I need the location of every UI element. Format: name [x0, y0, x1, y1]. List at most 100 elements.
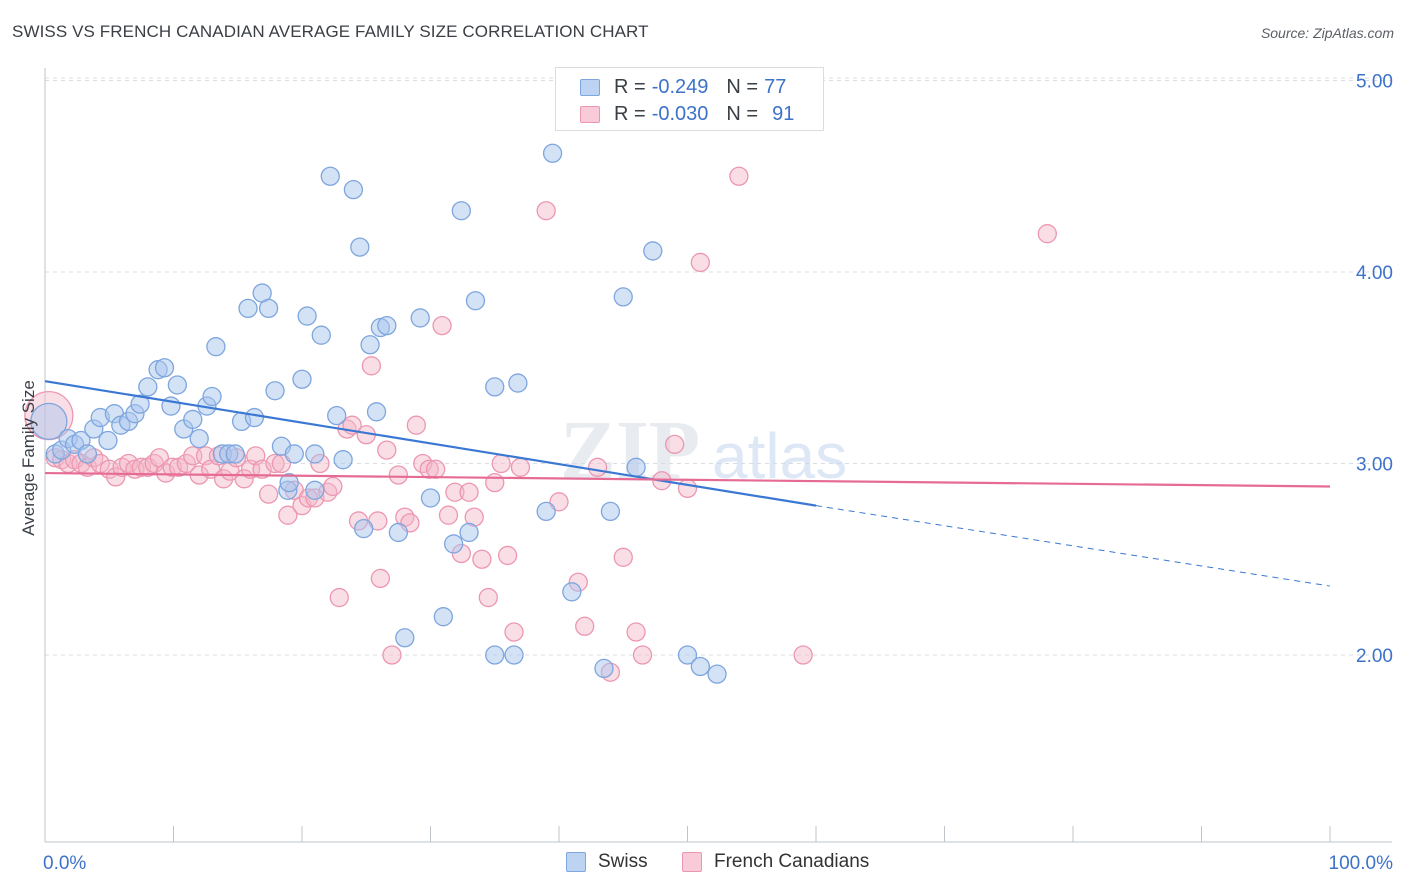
y-axis-label: Average Family Size	[19, 380, 38, 536]
y-tick-label: 3.00	[1356, 455, 1393, 476]
swiss-point	[189, 428, 209, 449]
french-canadians-point	[491, 453, 511, 474]
legend-item-french[interactable]: French Canadians	[682, 851, 869, 873]
legend-item-swiss[interactable]: Swiss	[566, 851, 648, 873]
swiss-point	[154, 358, 175, 378]
legend-row-swiss: R = -0.249 N = 77	[580, 74, 786, 100]
swiss-point	[600, 501, 621, 522]
swiss-point	[202, 386, 222, 407]
french-canadians-point	[485, 472, 505, 493]
french-canadians-point	[445, 482, 465, 502]
swiss-point	[327, 405, 347, 426]
swiss-point	[388, 522, 409, 543]
swiss-point	[465, 291, 486, 311]
series-legend: Swiss French Canadians	[0, 851, 1406, 879]
french-n-value: 91	[772, 102, 795, 125]
french-canadians-point	[587, 457, 608, 477]
french-canadians-point	[370, 568, 391, 589]
swiss-n-value: 77	[764, 75, 787, 98]
swiss-point	[395, 628, 415, 648]
swiss-point	[504, 645, 524, 665]
swiss-point	[292, 369, 312, 389]
french-canadians-point	[278, 505, 298, 525]
swiss-point	[613, 287, 633, 307]
french-canadians-point	[497, 545, 518, 566]
swiss-point	[350, 237, 370, 257]
legend-row-french: R = -0.030 N = 91	[580, 101, 794, 127]
swiss-point	[343, 180, 364, 200]
swiss-point	[485, 645, 505, 665]
french-canadians-point	[549, 492, 569, 512]
french-canadians-point	[677, 478, 698, 499]
swiss-point	[238, 298, 258, 319]
swiss-point	[366, 402, 387, 422]
french-canadians-point	[510, 457, 531, 477]
swiss-point	[451, 201, 471, 221]
french-canadians-point	[1037, 224, 1057, 244]
swiss-point	[138, 377, 158, 397]
french-r-label: R =	[614, 102, 646, 125]
french-canadians-point	[323, 476, 343, 497]
trend-lines	[44, 380, 1331, 587]
swiss-point	[311, 325, 331, 345]
french-canadians-point	[406, 415, 427, 435]
swiss-point	[508, 373, 528, 393]
chart-source: Source: ZipAtlas.com	[1260, 25, 1394, 41]
swiss-point	[284, 444, 304, 464]
x-tick-label: 100.0%	[1329, 853, 1394, 874]
swiss-point	[167, 375, 188, 395]
french-canadians-trend-line	[44, 471, 1331, 488]
french-legend-swatch	[682, 852, 702, 872]
french-canadians-point	[176, 453, 197, 474]
swiss-point	[536, 501, 556, 522]
french-canadians-point	[425, 459, 446, 479]
swiss-point	[643, 241, 663, 261]
swiss-point	[377, 315, 397, 336]
swiss-point	[360, 335, 380, 355]
watermark-zip: ZIP	[560, 404, 700, 497]
swiss-point	[305, 480, 325, 500]
french-canadians-point	[536, 201, 556, 221]
swiss-point	[459, 522, 479, 543]
swiss-points	[30, 143, 727, 684]
swiss-point	[594, 658, 614, 679]
french-canadians-point	[419, 459, 439, 479]
swiss-point	[485, 377, 505, 397]
french-canadians-point	[472, 549, 492, 569]
swiss-r-label: R =	[614, 75, 646, 98]
french-canadians-point	[793, 645, 813, 665]
french-canadians-point	[690, 252, 710, 273]
french-legend-label: French Canadians	[714, 851, 870, 872]
swiss-point	[183, 409, 203, 430]
french-swatch	[580, 105, 600, 123]
french-canadians-point	[478, 587, 498, 608]
french-canadians-point	[504, 622, 524, 642]
swiss-point	[225, 444, 245, 464]
french-canadians-point	[632, 645, 653, 665]
y-tick-label: 2.00	[1356, 646, 1393, 667]
french-canadians-point	[265, 453, 285, 474]
swiss-point	[206, 337, 226, 357]
y-tick-label: 4.00	[1356, 263, 1393, 284]
swiss-point	[30, 402, 68, 441]
swiss-n-label: N =	[726, 75, 759, 98]
swiss-point	[244, 407, 265, 428]
tick-labels: 2.00 3.00 4.00 5.00 0.0% 100.0%	[43, 72, 1393, 875]
french-canadians-point	[432, 315, 452, 336]
french-canadians-points	[24, 166, 1057, 682]
axes	[44, 68, 1392, 843]
french-canadians-point	[329, 587, 349, 608]
swiss-point	[258, 298, 279, 319]
swiss-trend-extension	[815, 505, 1331, 587]
french-canadians-point	[388, 465, 409, 485]
swiss-point	[77, 444, 98, 464]
swiss-point	[690, 656, 710, 677]
french-canadians-point	[361, 356, 382, 376]
french-canadians-point	[729, 166, 749, 186]
swiss-point	[130, 394, 150, 414]
swiss-point	[354, 518, 374, 539]
swiss-point	[677, 645, 698, 665]
french-n-label: N =	[726, 102, 759, 125]
swiss-point	[410, 308, 430, 328]
